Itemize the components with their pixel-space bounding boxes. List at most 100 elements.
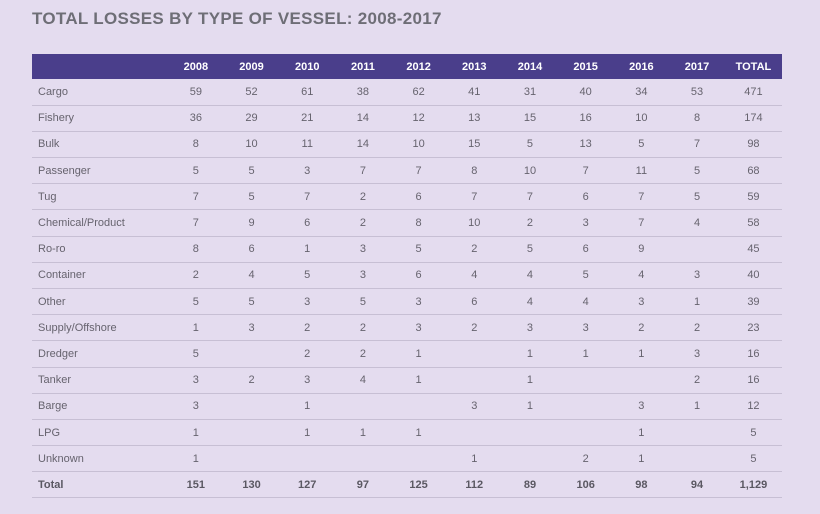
- loss-count-cell: 5: [502, 236, 558, 263]
- loss-count-cell: 3: [669, 262, 725, 290]
- loss-count-cell: 3: [557, 314, 614, 342]
- total-cell: 94: [669, 471, 725, 499]
- loss-count-cell: [446, 419, 503, 447]
- loss-count-cell: 16: [557, 105, 614, 132]
- vessel-type-label: Container: [32, 262, 169, 290]
- total-cell: 106: [557, 471, 614, 499]
- loss-count-cell: 1: [613, 445, 670, 473]
- row-total-cell: 5: [724, 445, 782, 473]
- loss-count-cell: 3: [557, 209, 614, 237]
- table-row: Container 2 4 5 3 6 4 4 5 4 3 40: [32, 262, 782, 290]
- loss-count-cell: 8: [390, 209, 447, 237]
- loss-count-cell: 6: [390, 183, 447, 211]
- loss-count-cell: 4: [669, 209, 725, 237]
- vessel-type-label: Passenger: [32, 157, 169, 185]
- vessel-type-label: Supply/Offshore: [32, 314, 169, 342]
- header-cell: 2011: [350, 60, 375, 73]
- loss-count-cell: 3: [613, 393, 670, 420]
- loss-count-cell: 4: [502, 288, 558, 316]
- row-total-cell: 471: [724, 79, 782, 106]
- header-cell: 2017: [684, 60, 710, 73]
- table-row: LPG 1 1 1 1 1 5: [32, 419, 782, 447]
- loss-count-cell: 3: [390, 314, 447, 342]
- vessel-type-label: Other: [32, 288, 169, 316]
- row-total-cell: 45: [724, 236, 782, 263]
- loss-count-cell: 1: [390, 367, 447, 394]
- loss-count-cell: 2: [335, 183, 391, 211]
- header-row: 2008 2009 2010 2011 2012 2013 2014 2015 …: [32, 54, 782, 79]
- loss-count-cell: 13: [446, 105, 503, 132]
- loss-count-cell: 5: [669, 157, 725, 185]
- table-row: Tug 7 5 7 2 6 7 7 6 7 5 59: [32, 183, 782, 211]
- total-cell: 112: [446, 471, 503, 499]
- row-total-cell: 58: [724, 209, 782, 237]
- loss-count-cell: 7: [613, 209, 670, 237]
- loss-count-cell: 5: [223, 157, 280, 185]
- loss-count-cell: 3: [613, 288, 670, 316]
- loss-count-cell: 10: [223, 131, 280, 159]
- loss-count-cell: [390, 445, 447, 473]
- loss-count-cell: [223, 445, 280, 473]
- loss-count-cell: 6: [390, 262, 447, 290]
- losses-table: 2008 2009 2010 2011 2012 2013 2014 2015 …: [32, 54, 782, 499]
- loss-count-cell: [557, 419, 614, 447]
- vessel-type-label: Barge: [32, 393, 169, 420]
- loss-count-cell: 7: [502, 183, 558, 211]
- loss-count-cell: 2: [168, 262, 224, 290]
- loss-count-cell: 62: [390, 79, 447, 106]
- loss-count-cell: 38: [335, 79, 391, 106]
- loss-count-cell: 1: [502, 340, 558, 368]
- header-cell: 2013: [462, 60, 487, 73]
- row-total-cell: 174: [724, 105, 782, 132]
- loss-count-cell: 5: [557, 262, 614, 290]
- loss-count-cell: 7: [168, 209, 224, 237]
- loss-count-cell: [335, 393, 391, 420]
- loss-count-cell: 41: [446, 79, 503, 106]
- loss-count-cell: 34: [613, 79, 670, 106]
- header-cell: 2008: [183, 60, 209, 73]
- loss-count-cell: 2: [335, 209, 391, 237]
- vessel-type-label: LPG: [32, 419, 169, 447]
- grand-total-cell: 1,129: [724, 471, 782, 499]
- loss-count-cell: [502, 445, 558, 473]
- header-cell: 2010: [294, 60, 320, 73]
- loss-count-cell: 7: [168, 183, 224, 211]
- loss-count-cell: 2: [502, 209, 558, 237]
- header-cell: [32, 54, 168, 79]
- row-total-cell: 40: [724, 262, 782, 290]
- loss-count-cell: 5: [223, 288, 280, 316]
- loss-count-cell: 2: [446, 236, 503, 263]
- loss-count-cell: 1: [502, 393, 558, 420]
- loss-count-cell: 1: [168, 419, 224, 447]
- loss-count-cell: 36: [168, 105, 224, 132]
- loss-count-cell: [223, 419, 280, 447]
- table-row: Chemical/Product 7 9 6 2 8 10 2 3 7 4 58: [32, 209, 782, 237]
- loss-count-cell: 7: [669, 131, 725, 159]
- total-cell: 89: [502, 471, 558, 499]
- loss-count-cell: 5: [168, 288, 224, 316]
- loss-count-cell: 8: [168, 131, 224, 159]
- loss-count-cell: 2: [669, 314, 725, 342]
- header-cell: 2014: [517, 60, 543, 73]
- table-row: Fishery 36 29 21 14 12 13 15 16 10 8 174: [32, 105, 782, 132]
- loss-count-cell: [223, 393, 280, 420]
- table-row: Tanker 3 2 3 4 1 1 2 16: [32, 367, 782, 394]
- loss-count-cell: 2: [613, 314, 670, 342]
- loss-count-cell: 7: [613, 183, 670, 211]
- loss-count-cell: 4: [446, 262, 503, 290]
- table-row: Cargo 59 52 61 38 62 41 31 40 34 53 471: [32, 79, 782, 106]
- total-cell: 97: [335, 471, 391, 499]
- loss-count-cell: 5: [669, 183, 725, 211]
- loss-count-cell: 2: [669, 367, 725, 394]
- loss-count-cell: 2: [446, 314, 503, 342]
- loss-count-cell: 6: [557, 236, 614, 263]
- loss-count-cell: 1: [557, 340, 614, 368]
- loss-count-cell: 2: [335, 340, 391, 368]
- total-cell: 125: [390, 471, 447, 499]
- loss-count-cell: 1: [390, 419, 447, 447]
- table-row: Barge 3 1 3 1 3 1 12: [32, 393, 782, 420]
- loss-count-cell: 5: [390, 236, 447, 263]
- loss-count-cell: 5: [613, 131, 670, 159]
- total-cell: 98: [613, 471, 670, 499]
- vessel-type-label: Unknown: [32, 445, 169, 473]
